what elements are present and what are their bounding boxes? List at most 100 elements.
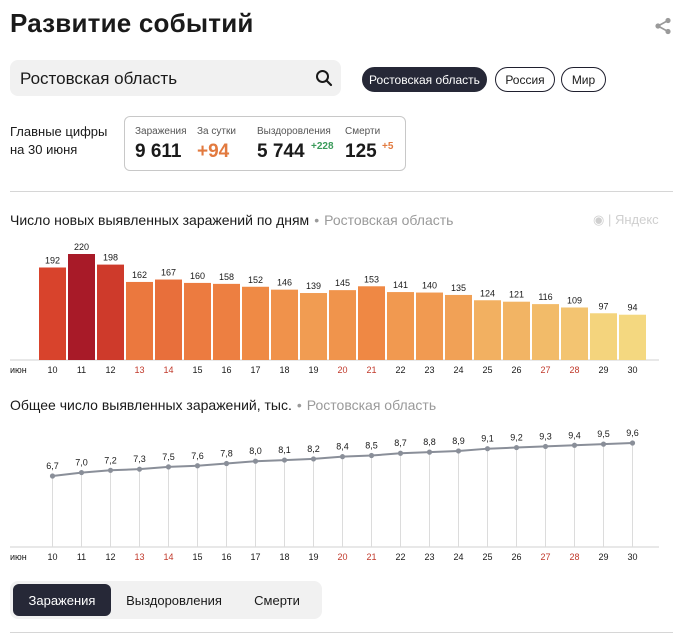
data-point [397,450,404,456]
page-title: Развитие событий [10,8,254,38]
data-point [136,466,143,472]
share-icon[interactable] [654,17,672,35]
bar-value-label: 124 [480,288,495,298]
total-cases-line-chart: 6,7 10 7,0 11 7,2 12 7,3 13 7,5 14 7,6 15 7,8 16 8,0 17… [10,428,659,562]
search-input[interactable]: Ростовская область [20,69,178,88]
x-tick-label: 13 [134,365,144,375]
point-value-label: 9,2 [510,433,523,443]
bar-chart-title-text: Число новых выявленных заражений по дням [10,212,310,228]
bar-value-label: 135 [451,283,466,293]
data-point [78,469,85,476]
bar [445,294,472,360]
tab-deaths[interactable]: Смерти [254,592,300,608]
tab-recoveries[interactable]: Выздоровления [126,592,222,608]
bar-value-label: 167 [161,268,176,278]
pill-russia[interactable]: Россия [495,67,555,92]
point-value-label: 8,4 [336,442,349,452]
bar-value-label: 153 [364,274,379,284]
point-value-label: 9,4 [568,430,581,440]
recovered-delta: +228 [311,141,334,152]
x-tick-label: 25 [482,552,492,562]
search-icon[interactable] [315,69,333,87]
x-tick-label: 17 [250,365,260,375]
bar [329,290,356,360]
x-tick-label: 10 [47,365,57,375]
bar [68,254,95,360]
tab-infections[interactable]: Заражения [13,584,111,616]
x-tick-label: 13 [134,552,144,562]
x-tick-label: 24 [453,365,463,375]
data-point [339,454,346,460]
data-point [484,446,491,452]
line-chart-title-text: Общее число выявленных заражений, тыс. [10,397,292,413]
bar [619,314,646,360]
x-tick-label: 22 [395,365,405,375]
bar-value-label: 145 [335,278,350,288]
deaths-value: 125 [345,141,377,162]
bar-value-label: 139 [306,281,321,291]
point-value-label: 7,8 [220,448,233,458]
bar-value-label: 116 [538,292,552,302]
bar-value-label: 109 [567,295,582,305]
point-value-label: 9,5 [597,429,610,439]
bar [416,292,443,360]
data-point [194,463,201,469]
data-point [368,452,375,459]
point-value-label: 8,1 [278,445,291,455]
data-point [629,440,636,446]
data-point [49,473,56,479]
point-value-label: 8,2 [307,444,320,454]
x-tick-label: 19 [308,552,318,562]
yandex-watermark: ◉ | Яндекс [593,212,659,227]
data-point [310,456,317,462]
point-value-label: 8,9 [452,436,465,446]
yandex-logo-icon: ◉ [593,212,605,227]
watermark-text: Яндекс [614,212,659,227]
bar-value-label: 97 [598,301,608,311]
recovered-label: Выздоровления [257,126,331,137]
data-point [223,460,230,467]
x-tick-label: 19 [308,365,318,375]
x-tick-label: 20 [337,552,347,562]
new-cases-bar-chart: 192 10 220 11 198 12 162 13 167 14 160 15 158 16 152 17… [10,242,659,375]
bar [561,307,588,360]
region-search[interactable]: Ростовская область [10,60,341,96]
deaths-label: Смерти [345,126,381,137]
bar [503,301,530,360]
summary-headline-main: Главные цифры [10,124,108,139]
bar-value-label: 220 [74,242,89,252]
point-value-label: 7,5 [162,452,175,462]
x-tick-label: 18 [279,552,289,562]
bar-value-label: 158 [219,272,234,282]
divider [10,191,673,192]
point-value-label: 8,0 [249,446,262,456]
bar [213,283,240,360]
point-value-label: 7,0 [75,458,88,468]
data-point [600,441,607,447]
bar [358,286,385,360]
data-point [455,448,462,454]
bar [532,304,559,360]
per-day-label: За сутки [197,126,236,137]
x-tick-label: 10 [47,552,57,562]
x-tick-label: 26 [511,552,521,562]
x-tick-label: 16 [221,552,231,562]
bottom-divider [10,632,673,633]
data-point [513,444,520,451]
point-value-label: 8,5 [365,441,378,451]
x-tick-label: 18 [279,365,289,375]
per-day-value: +94 [197,141,230,162]
bar-value-label: 121 [509,290,524,300]
point-value-label: 6,7 [46,461,59,471]
data-point [281,457,288,463]
bar [300,293,327,360]
stats-box: Заражения 9 611 За сутки +94 Выздоровлен… [124,116,406,171]
pill-world[interactable]: Мир [561,67,606,92]
x-tick-label: 11 [77,552,86,562]
pill-rostov-region[interactable]: Ростовская область [362,67,487,92]
x-tick-label: 12 [105,552,115,562]
x-tick-label: 15 [192,365,202,375]
x-tick-label: 23 [424,552,434,562]
x-tick-label: 28 [569,552,579,562]
bar-value-label: 198 [103,253,118,263]
